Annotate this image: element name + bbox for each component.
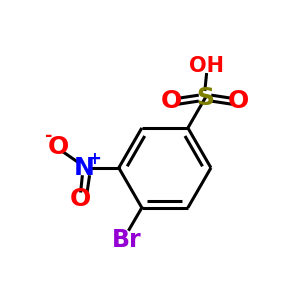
Text: S: S — [196, 86, 214, 110]
Text: OH: OH — [189, 56, 224, 76]
Text: O: O — [48, 135, 69, 159]
Text: O: O — [228, 89, 250, 113]
Text: O: O — [70, 187, 91, 211]
Text: Br: Br — [111, 228, 141, 252]
Text: O: O — [160, 89, 182, 113]
Text: -: - — [45, 127, 52, 145]
Text: +: + — [88, 150, 101, 168]
Text: N: N — [74, 156, 95, 180]
